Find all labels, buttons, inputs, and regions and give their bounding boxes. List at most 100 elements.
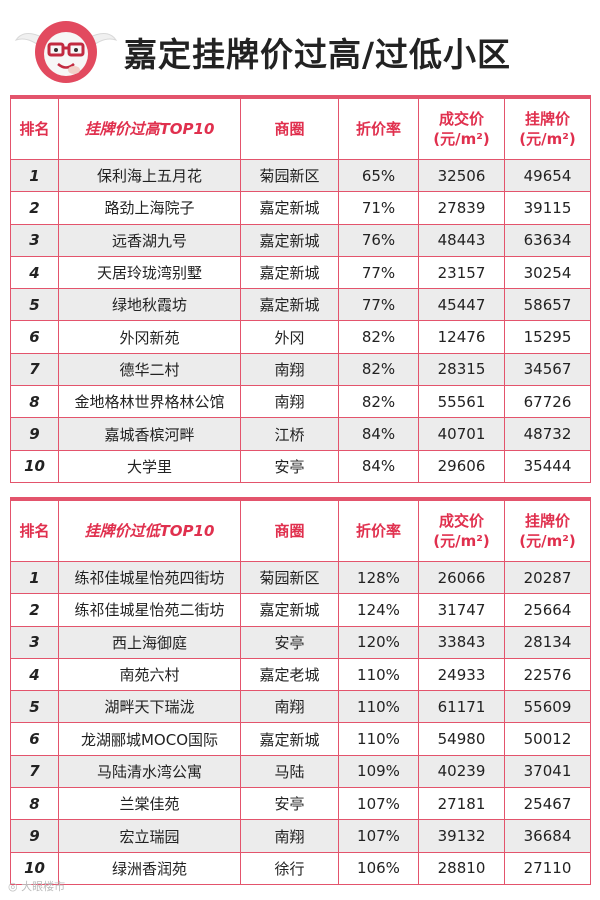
- ratio-cell: 107%: [338, 819, 419, 853]
- area-cell: 徐行: [240, 851, 339, 885]
- ratio-cell: 82%: [338, 320, 419, 354]
- name-cell: 马陆清水湾公寓: [58, 754, 241, 789]
- ratio-cell: 106%: [338, 851, 419, 885]
- deal-price-cell: 28810: [418, 851, 505, 885]
- table-row: 6 龙湖郦城MOCO国际 嘉定新城 110% 54980 50012: [10, 722, 591, 756]
- list-price-cell: 67726: [504, 385, 591, 419]
- name-cell: 湖畔天下瑞泷: [58, 690, 241, 724]
- ratio-cell: 124%: [338, 593, 419, 627]
- list-price-cell: 50012: [504, 722, 591, 756]
- rank-cell: 7: [10, 754, 59, 789]
- ratio-cell: 82%: [338, 385, 419, 419]
- list-price-cell: 35444: [504, 449, 591, 483]
- col-header-name: 挂牌价过低TOP10: [58, 498, 241, 562]
- deal-price-cell: 24933: [418, 657, 505, 692]
- rank-cell: 2: [10, 593, 59, 627]
- col-header-ratio: 折价率: [338, 498, 419, 562]
- rank-cell: 9: [10, 417, 59, 451]
- area-cell: 嘉定老城: [240, 657, 339, 692]
- page-header: 嘉定挂牌价过高/过低小区: [0, 0, 600, 96]
- ratio-cell: 82%: [338, 352, 419, 387]
- table-row: 5 绿地秋霞坊 嘉定新城 77% 45447 58657: [10, 288, 591, 322]
- list-price-cell: 25467: [504, 787, 591, 821]
- watermark: ◎ 大眼楼市: [8, 880, 66, 893]
- table-row: 5 湖畔天下瑞泷 南翔 110% 61171 55609: [10, 690, 591, 724]
- ratio-cell: 71%: [338, 191, 419, 225]
- ratio-cell: 76%: [338, 223, 419, 257]
- ratio-cell: 109%: [338, 754, 419, 789]
- area-cell: 嘉定新城: [240, 191, 339, 225]
- deal-price-cell: 55561: [418, 385, 505, 419]
- area-cell: 马陆: [240, 754, 339, 789]
- name-cell: 绿洲香润苑: [58, 851, 241, 885]
- list-price-cell: 37041: [504, 754, 591, 789]
- list-price-cell: 34567: [504, 352, 591, 387]
- table-header-row: 排名 挂牌价过高TOP10 商圈 折价率 成交价 (元/m²) 挂牌价 (元/m²): [10, 96, 591, 160]
- list-price-cell: 27110: [504, 851, 591, 885]
- area-cell: 嘉定新城: [240, 593, 339, 627]
- table-row: 7 马陆清水湾公寓 马陆 109% 40239 37041: [10, 754, 591, 789]
- area-cell: 安亭: [240, 625, 339, 659]
- table-row: 6 外冈新苑 外冈 82% 12476 15295: [10, 320, 591, 354]
- area-cell: 南翔: [240, 352, 339, 387]
- name-cell: 练祁佳城星怡苑四街坊: [58, 560, 241, 595]
- name-cell: 外冈新苑: [58, 320, 241, 354]
- rank-cell: 3: [10, 625, 59, 659]
- area-cell: 菊园新区: [240, 560, 339, 595]
- ratio-cell: 107%: [338, 787, 419, 821]
- list-price-cell: 25664: [504, 593, 591, 627]
- table-row: 4 天居玲珑湾别墅 嘉定新城 77% 23157 30254: [10, 255, 591, 290]
- ratio-cell: 77%: [338, 255, 419, 290]
- deal-price-cell: 27181: [418, 787, 505, 821]
- col-header-deal-price: 成交价 (元/m²): [418, 498, 505, 562]
- rank-cell: 1: [10, 560, 59, 595]
- list-price-cell: 22576: [504, 657, 591, 692]
- rank-cell: 5: [10, 288, 59, 322]
- rank-cell: 1: [10, 158, 59, 193]
- rank-cell: 8: [10, 385, 59, 419]
- col-header-list-price: 挂牌价 (元/m²): [504, 498, 591, 562]
- rank-cell: 6: [10, 320, 59, 354]
- list-price-cell: 15295: [504, 320, 591, 354]
- table-row: 3 远香湖九号 嘉定新城 76% 48443 63634: [10, 223, 591, 257]
- deal-price-cell: 28315: [418, 352, 505, 387]
- ratio-cell: 110%: [338, 657, 419, 692]
- deal-price-cell: 31747: [418, 593, 505, 627]
- area-cell: 安亭: [240, 787, 339, 821]
- col-header-area: 商圈: [240, 498, 339, 562]
- deal-price-cell: 40701: [418, 417, 505, 451]
- name-cell: 金地格林世界格林公馆: [58, 385, 241, 419]
- list-price-cell: 39115: [504, 191, 591, 225]
- table-row: 10 大学里 安亭 84% 29606 35444: [10, 449, 591, 483]
- rank-cell: 10: [10, 449, 59, 483]
- table-row: 1 练祁佳城星怡苑四街坊 菊园新区 128% 26066 20287: [10, 560, 591, 595]
- table-row: 2 路劲上海院子 嘉定新城 71% 27839 39115: [10, 191, 591, 225]
- name-cell: 宏立瑞园: [58, 819, 241, 853]
- name-cell: 路劲上海院子: [58, 191, 241, 225]
- name-cell: 大学里: [58, 449, 241, 483]
- table-row: 3 西上海御庭 安亭 120% 33843 28134: [10, 625, 591, 659]
- ratio-cell: 120%: [338, 625, 419, 659]
- table-row: 8 兰棠佳苑 安亭 107% 27181 25467: [10, 787, 591, 821]
- name-cell: 绿地秋霞坊: [58, 288, 241, 322]
- rank-cell: 4: [10, 657, 59, 692]
- name-cell: 西上海御庭: [58, 625, 241, 659]
- name-cell: 南苑六村: [58, 657, 241, 692]
- name-cell: 龙湖郦城MOCO国际: [58, 722, 241, 756]
- ratio-cell: 84%: [338, 417, 419, 451]
- name-cell: 天居玲珑湾别墅: [58, 255, 241, 290]
- list-price-cell: 36684: [504, 819, 591, 853]
- rank-cell: 7: [10, 352, 59, 387]
- name-cell: 嘉城香槟河畔: [58, 417, 241, 451]
- col-header-rank: 排名: [10, 498, 59, 562]
- list-price-cell: 58657: [504, 288, 591, 322]
- col-header-rank: 排名: [10, 96, 59, 160]
- list-price-cell: 20287: [504, 560, 591, 595]
- table-row: 8 金地格林世界格林公馆 南翔 82% 55561 67726: [10, 385, 591, 419]
- table-row: 4 南苑六村 嘉定老城 110% 24933 22576: [10, 657, 591, 692]
- rank-cell: 10: [10, 851, 59, 885]
- ratio-cell: 84%: [338, 449, 419, 483]
- area-cell: 南翔: [240, 690, 339, 724]
- deal-price-cell: 54980: [418, 722, 505, 756]
- col-header-list-price: 挂牌价 (元/m²): [504, 96, 591, 160]
